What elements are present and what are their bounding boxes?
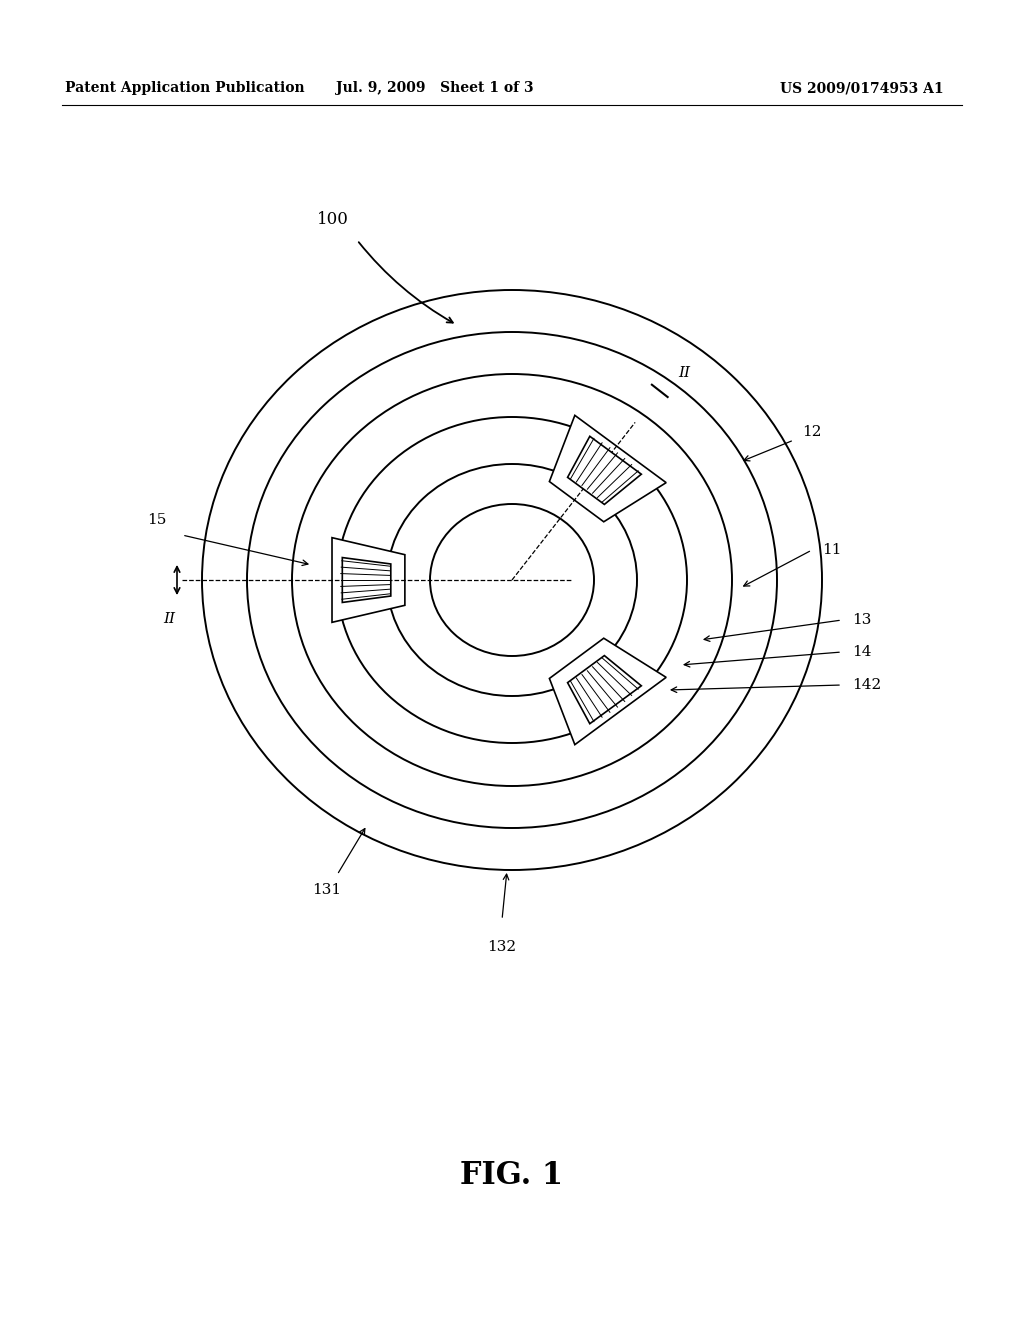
Polygon shape bbox=[332, 537, 404, 622]
Text: 12: 12 bbox=[802, 425, 821, 440]
Text: 15: 15 bbox=[147, 513, 166, 527]
Polygon shape bbox=[550, 416, 667, 521]
Ellipse shape bbox=[337, 417, 687, 743]
Text: US 2009/0174953 A1: US 2009/0174953 A1 bbox=[780, 81, 944, 95]
Polygon shape bbox=[567, 656, 641, 723]
Ellipse shape bbox=[247, 333, 777, 828]
Ellipse shape bbox=[202, 290, 822, 870]
Polygon shape bbox=[550, 638, 667, 744]
Text: FIG. 1: FIG. 1 bbox=[461, 1159, 563, 1191]
Ellipse shape bbox=[430, 504, 594, 656]
Text: 13: 13 bbox=[852, 612, 871, 627]
Text: Jul. 9, 2009   Sheet 1 of 3: Jul. 9, 2009 Sheet 1 of 3 bbox=[336, 81, 534, 95]
Text: II: II bbox=[678, 366, 690, 380]
Text: II: II bbox=[163, 612, 175, 626]
Text: 131: 131 bbox=[312, 883, 341, 898]
Polygon shape bbox=[342, 557, 391, 602]
Text: 100: 100 bbox=[317, 211, 349, 228]
Ellipse shape bbox=[387, 465, 637, 696]
Ellipse shape bbox=[292, 374, 732, 785]
Polygon shape bbox=[567, 437, 641, 504]
Text: 11: 11 bbox=[822, 543, 842, 557]
Text: 132: 132 bbox=[487, 940, 516, 954]
Text: 14: 14 bbox=[852, 645, 871, 659]
Text: 142: 142 bbox=[852, 678, 882, 692]
Text: Patent Application Publication: Patent Application Publication bbox=[65, 81, 304, 95]
